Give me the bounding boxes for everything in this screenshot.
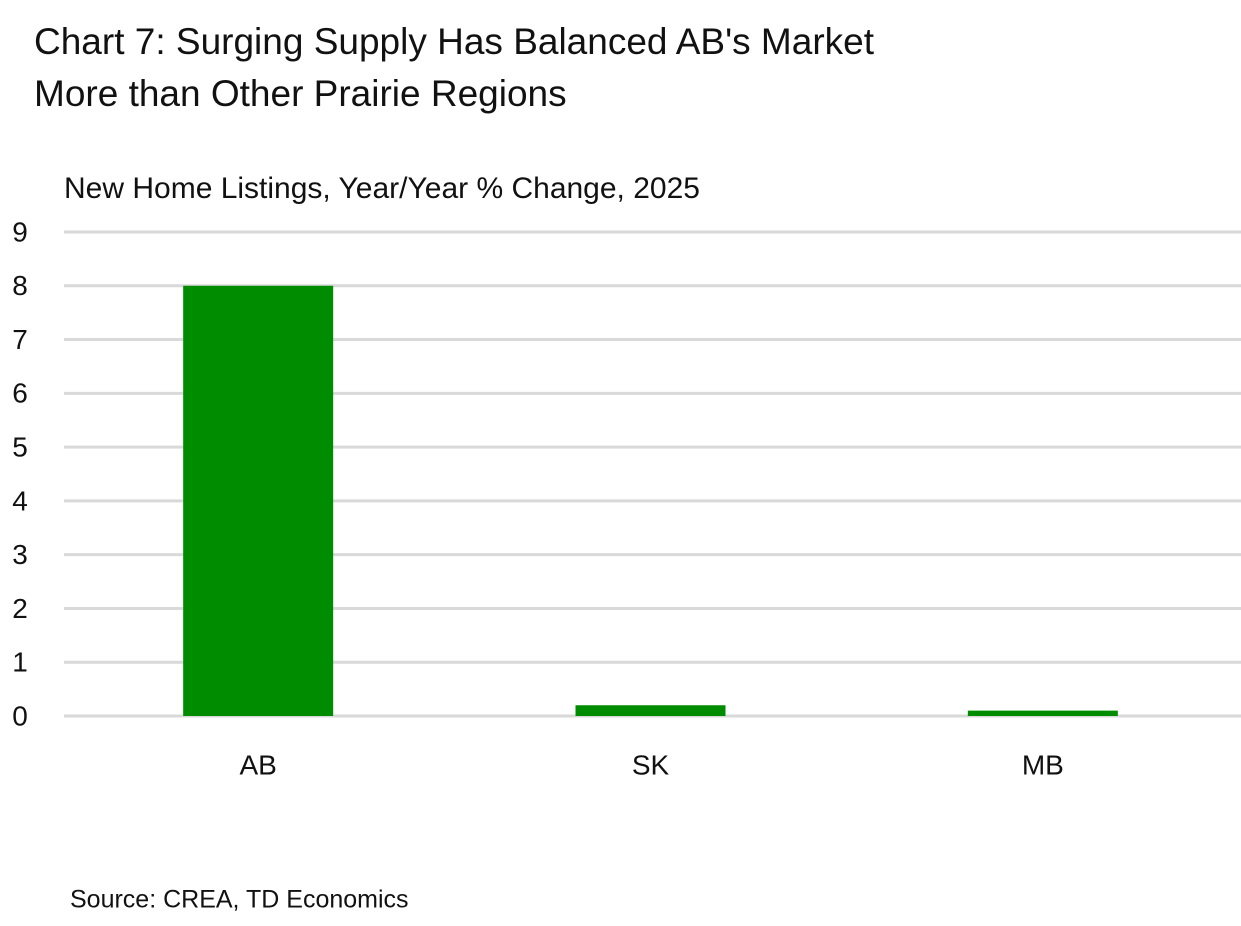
y-tick-label: 8	[12, 270, 28, 301]
chart-subtitle: New Home Listings, Year/Year % Change, 2…	[64, 172, 700, 205]
y-tick-label: 5	[12, 432, 28, 463]
x-tick-label: SK	[632, 749, 670, 780]
y-tick-label: 2	[12, 593, 28, 624]
x-tick-label: AB	[239, 749, 276, 780]
bar	[575, 705, 726, 716]
y-tick-label: 0	[12, 700, 28, 731]
y-tick-label: 1	[12, 647, 28, 678]
bar	[967, 710, 1118, 716]
x-tick-label: MB	[1022, 749, 1064, 780]
source-note: Source: CREA, TD Economics	[70, 886, 409, 914]
y-tick-label: 7	[12, 324, 28, 355]
chart-title: Chart 7: Surging Supply Has Balanced AB'…	[34, 21, 874, 114]
y-tick-label: 4	[12, 485, 28, 516]
bar	[183, 285, 334, 716]
y-tick-label: 9	[12, 216, 28, 247]
y-tick-label: 3	[12, 539, 28, 570]
y-tick-label: 6	[12, 378, 28, 409]
